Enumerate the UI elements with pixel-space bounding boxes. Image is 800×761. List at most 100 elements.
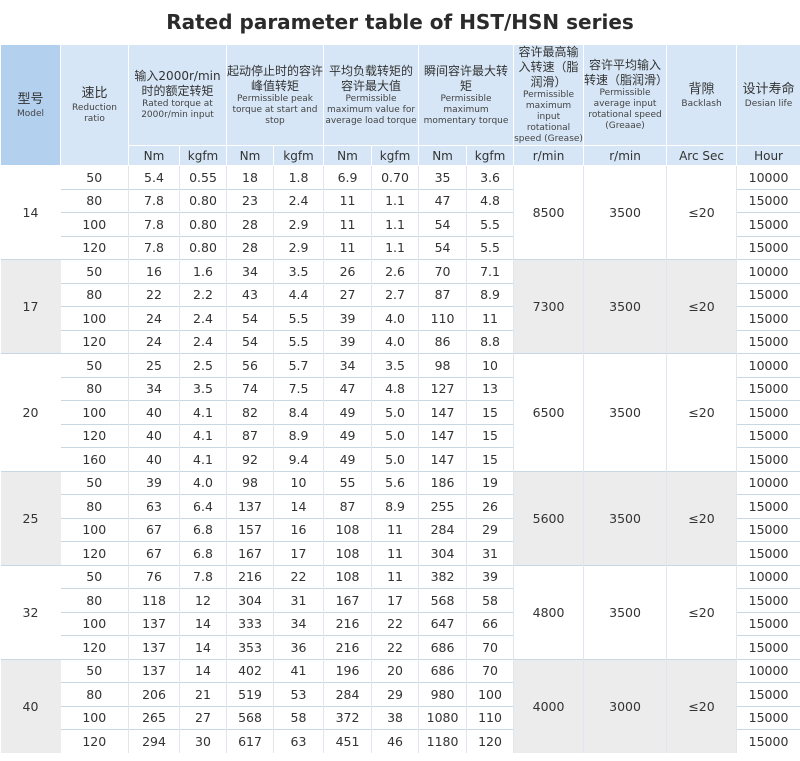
header-peak-cn: 起动停止时的容许峰值转矩 xyxy=(227,63,324,93)
value-cell: 1.8 xyxy=(273,165,325,189)
value-cell: 617 xyxy=(226,729,274,753)
header-ratio: 速比 Reduction ratio xyxy=(60,44,129,166)
value-cell: 372 xyxy=(323,705,373,730)
value-cell: 98 xyxy=(418,353,468,377)
table-row: 80 7.8 0.80 23 2.4 11 1.1 47 4.8 15000 xyxy=(1,188,800,213)
value-cell: 80 xyxy=(60,588,129,612)
value-cell: 63 xyxy=(273,729,325,753)
value-cell: 16 xyxy=(273,517,325,542)
backlash-cell: ≤20 xyxy=(666,259,738,354)
design-life-cell: 15000 xyxy=(736,541,800,565)
value-cell: 5.0 xyxy=(371,400,420,424)
value-cell: 39 xyxy=(128,470,180,495)
value-cell: 6.8 xyxy=(179,517,227,542)
design-life-cell: 15000 xyxy=(736,188,800,213)
model-cell: 40 xyxy=(0,658,61,753)
value-cell: 110 xyxy=(466,705,515,730)
value-cell: 24 xyxy=(128,329,180,354)
design-life-cell: 10000 xyxy=(736,259,800,283)
value-cell: 120 xyxy=(60,541,129,565)
value-cell: 100 xyxy=(60,400,129,424)
table-row: 32 50 76 7.8 216 22 108 11 382 39 4800 3500 ≤20 10000 xyxy=(0,564,800,659)
design-life-cell: 15000 xyxy=(736,682,800,706)
value-cell: 100 xyxy=(60,705,129,730)
value-cell: 67 xyxy=(128,541,180,565)
value-cell: 2.7 xyxy=(371,282,420,307)
value-cell: 39 xyxy=(323,329,373,354)
value-cell: 167 xyxy=(323,588,373,612)
header-max-input-speed: 容许最高输入转速（脂润滑） Permissible maximum input … xyxy=(513,44,585,146)
header-backlash: 背隙 Backlash xyxy=(666,44,738,146)
value-cell: 28 xyxy=(226,235,274,260)
table-row: 40 50 137 14 402 41 196 20 686 70 4000 3000 ≤20 10000 xyxy=(0,658,800,753)
value-cell: 22 xyxy=(371,611,420,636)
design-life-cell: 15000 xyxy=(736,705,800,730)
value-cell: 46 xyxy=(371,729,420,753)
value-cell: 1.1 xyxy=(371,212,420,236)
value-cell: 1.6 xyxy=(179,259,227,283)
value-cell: 4.1 xyxy=(179,423,227,448)
value-cell: 31 xyxy=(466,541,515,565)
header-life-cn: 设计寿命 xyxy=(742,81,795,97)
avg-speed-cell: 3500 xyxy=(583,165,668,260)
value-cell: 8.9 xyxy=(273,423,325,448)
table-row: 100 7.8 0.80 28 2.9 11 1.1 54 5.5 15000 xyxy=(1,212,800,236)
value-cell: 14 xyxy=(273,494,325,518)
table-row: 80 34 3.5 74 7.5 47 4.8 127 13 15000 xyxy=(1,376,800,401)
value-cell: 34 xyxy=(226,259,274,283)
table-row: 25 50 39 4.0 98 10 55 5.6 186 19 5600 3500 ≤20 10000 xyxy=(0,470,800,565)
value-cell: 5.5 xyxy=(273,329,325,354)
design-life-cell: 15000 xyxy=(736,635,800,659)
design-life-cell: 15000 xyxy=(736,400,800,424)
value-cell: 7.1 xyxy=(466,259,515,283)
value-cell: 80 xyxy=(60,282,129,307)
value-cell: 87 xyxy=(226,423,274,448)
design-life-cell: 15000 xyxy=(736,588,800,612)
unit-rated-nm: Nm xyxy=(128,145,180,166)
value-cell: 2.2 xyxy=(179,282,227,307)
page-title: Rated parameter table of HST/HSN series xyxy=(166,10,634,34)
max-speed-cell: 7300 xyxy=(513,259,585,354)
value-cell: 92 xyxy=(226,447,274,471)
value-cell: 34 xyxy=(323,353,373,377)
header-model-cn: 型号 xyxy=(17,91,44,107)
value-cell: 49 xyxy=(323,400,373,424)
value-cell: 15 xyxy=(466,400,515,424)
value-cell: 22 xyxy=(371,635,420,659)
value-cell: 4.4 xyxy=(273,282,325,307)
value-cell: 4.0 xyxy=(371,306,420,330)
value-cell: 23 xyxy=(226,188,274,213)
header-avgspeed-cn: 容许平均输入转速（脂润滑） xyxy=(584,58,667,87)
header-rated-cn: 输入2000r/min时的额定转矩 xyxy=(134,69,221,98)
value-cell: 5.7 xyxy=(273,353,325,377)
value-cell: 80 xyxy=(60,494,129,518)
value-cell: 70 xyxy=(418,259,468,283)
model-cell: 14 xyxy=(0,165,61,260)
table-body: 14 50 5.4 0.55 18 1.8 6.9 0.70 35 3.6 8500 3500 ≤20 1… xyxy=(0,165,800,753)
value-cell: 5.5 xyxy=(273,306,325,330)
table-row: 160 40 4.1 92 9.4 49 5.0 147 15 15000 xyxy=(1,447,800,471)
value-cell: 137 xyxy=(226,494,274,518)
value-cell: 56 xyxy=(226,353,274,377)
unit-avg-nm: Nm xyxy=(323,145,373,166)
header-ratio-en: Reduction ratio xyxy=(72,103,117,124)
value-cell: 54 xyxy=(226,329,274,354)
value-cell: 49 xyxy=(323,423,373,448)
backlash-cell: ≤20 xyxy=(666,165,738,260)
value-cell: 216 xyxy=(323,611,373,636)
model-cell: 17 xyxy=(0,259,61,354)
value-cell: 118 xyxy=(128,588,180,612)
value-cell: 1.1 xyxy=(371,235,420,260)
header-maxspeed-cn: 容许最高输入转速（脂润滑） xyxy=(518,45,579,90)
value-cell: 13 xyxy=(466,376,515,401)
value-cell: 22 xyxy=(273,564,325,589)
value-cell: 0.70 xyxy=(371,165,420,189)
value-cell: 10 xyxy=(273,470,325,495)
value-cell: 100 xyxy=(60,611,129,636)
value-cell: 265 xyxy=(128,705,180,730)
value-cell: 10 xyxy=(466,353,515,377)
value-cell: 108 xyxy=(323,564,373,589)
value-cell: 7.8 xyxy=(128,212,180,236)
value-cell: 120 xyxy=(60,729,129,753)
value-cell: 66 xyxy=(466,611,515,636)
